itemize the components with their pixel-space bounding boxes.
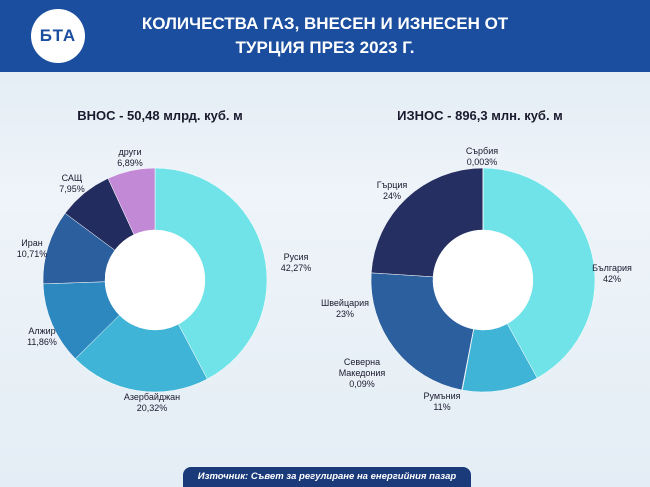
segment-name: Северна Македония <box>338 357 386 378</box>
segment-name: Гърция <box>376 180 408 190</box>
header: БТА КОЛИЧЕСТВА ГАЗ, ВНЕСЕН И ИЗНЕСЕН ОТ … <box>0 0 650 72</box>
value-label: 20,32% <box>136 403 168 413</box>
segment-name: Румъния <box>423 391 461 401</box>
source: Източник: Съвет за регулиране на енергий… <box>183 467 471 487</box>
value-label: 0,003% <box>466 157 498 167</box>
value-label: 42% <box>602 274 621 284</box>
segment-name: Швейцария <box>320 298 370 308</box>
segment-name: Русия <box>283 252 309 262</box>
value-label: 7,95% <box>59 184 85 194</box>
segment-name: България <box>592 263 632 273</box>
donut-hole <box>105 230 205 330</box>
segment-name: Иран <box>21 238 43 248</box>
title-line: ТУРЦИЯ ПРЕЗ 2023 Г. <box>235 38 415 57</box>
title-line: КОЛИЧЕСТВА ГАЗ, ВНЕСЕН И ИЗНЕСЕН ОТ <box>141 14 509 33</box>
value-label: 11,86% <box>27 337 57 347</box>
value-label: 42,27% <box>280 263 312 273</box>
value-label: 23% <box>335 309 354 319</box>
segment-name: САЩ <box>61 173 83 183</box>
value-label: 10,71% <box>16 249 48 259</box>
logo: БТА <box>31 9 85 63</box>
value-label: 11% <box>433 402 451 412</box>
value-label: 24% <box>382 191 401 201</box>
segment-name: Алжир <box>28 326 56 336</box>
segment-name: други <box>118 147 142 157</box>
value-label: 0,09% <box>349 379 375 389</box>
segment-name: Сърбия <box>465 146 499 156</box>
chart-title: ИЗНОС - 896,3 млн. куб. м <box>397 108 563 123</box>
segment-name: Азербайджан <box>123 392 181 402</box>
chart-title: ВНОС - 50,48 млрд. куб. м <box>77 108 243 123</box>
value-label: 6,89% <box>117 158 143 168</box>
donut-hole <box>433 230 533 330</box>
